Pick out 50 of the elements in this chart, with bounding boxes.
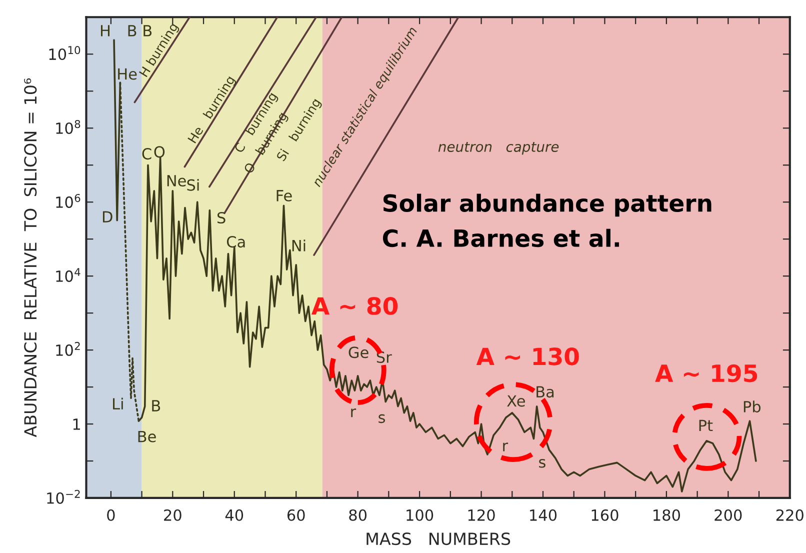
y-tick-label: 10$^{8}$ xyxy=(56,120,80,134)
annotation: Pb xyxy=(744,400,761,412)
x-tick-label: 0 xyxy=(107,509,115,521)
y-tick-label: 10$^{4}$ xyxy=(56,268,80,282)
y-axis-title: ABUNDANCE RELATIVE TO SILICON = 10⁶ xyxy=(24,78,37,438)
x-tick-label: 140 xyxy=(530,509,557,521)
x-tick-label: 220 xyxy=(776,509,804,521)
annotation: Ge xyxy=(348,346,368,358)
annotation: He xyxy=(118,68,137,80)
annotation: s xyxy=(539,459,546,468)
y-tick-label: 1 xyxy=(73,418,80,430)
annotation: A ~ 80 xyxy=(311,297,398,315)
annotation: Fe xyxy=(276,190,292,202)
annotation: r xyxy=(351,408,356,418)
annotation: s xyxy=(378,414,386,424)
annotation: r xyxy=(503,442,508,452)
x-tick-label: 120 xyxy=(468,509,495,521)
y-tick-label: 10$^{−2}$ xyxy=(47,490,80,504)
annotation: H xyxy=(100,25,110,36)
x-tick-label: 180 xyxy=(654,509,680,521)
annotation: C. A. Barnes et al. xyxy=(382,228,619,248)
annotation: Pt xyxy=(699,420,713,432)
annotation: Ba xyxy=(536,386,554,398)
annotation: Solar abundance pattern xyxy=(383,194,712,217)
x-tick-label: 80 xyxy=(349,509,367,521)
x-tick-label: 60 xyxy=(287,509,305,521)
x-axis-title: MASS NUMBERS xyxy=(366,532,510,546)
x-tick-label: 100 xyxy=(406,509,434,521)
annotation: A ~ 130 xyxy=(476,348,579,366)
y-tick-label: 10$^{10}$ xyxy=(49,46,80,60)
annotation: Be xyxy=(138,430,156,442)
annotation: C xyxy=(142,148,152,160)
annotation: S xyxy=(218,212,226,224)
annotation: Ne xyxy=(167,175,186,186)
x-tick-label: 40 xyxy=(225,509,244,521)
annotation: Xe xyxy=(507,395,525,407)
annotation: B xyxy=(152,400,160,412)
x-tick-label: 160 xyxy=(592,509,618,521)
annotation: neutron capture xyxy=(438,142,559,155)
annotation: Ca xyxy=(226,236,245,248)
annotation: Si xyxy=(187,179,199,191)
y-tick-label: 10$^{2}$ xyxy=(56,342,80,356)
annotation: O xyxy=(154,146,165,158)
annotation: Ni xyxy=(292,240,306,252)
annotation: D xyxy=(102,211,112,222)
y-tick-label: 10$^{6}$ xyxy=(56,194,80,208)
annotation: A ~ 195 xyxy=(655,364,758,382)
x-tick-label: 20 xyxy=(164,509,182,521)
annotation: Li xyxy=(113,398,123,410)
x-tick-label: 200 xyxy=(714,509,742,521)
